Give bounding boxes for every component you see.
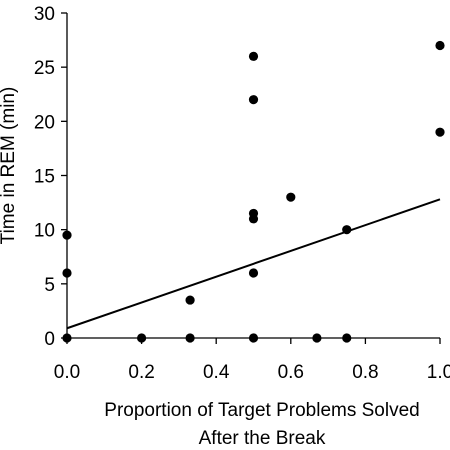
x-tick-label: 1.0	[427, 362, 450, 383]
axes	[66, 13, 440, 339]
data-point	[248, 95, 259, 105]
y-axis-ticks: 0 5 10 15 20 25 30	[34, 4, 67, 350]
data-point	[248, 51, 259, 61]
data-point	[342, 225, 352, 235]
data-point	[62, 268, 72, 278]
data-point	[185, 295, 195, 305]
data-point	[312, 333, 322, 343]
x-axis-title-line: After the Break	[199, 428, 326, 449]
y-tick-label: 20	[34, 112, 55, 133]
data-point	[248, 208, 259, 219]
y-tick-label: 5	[44, 275, 55, 296]
data-point	[137, 333, 147, 343]
x-axis-title-line: Proportion of Target Problems Solved	[104, 400, 419, 421]
x-tick-label: 0.2	[128, 362, 154, 383]
y-tick-label: 0	[44, 329, 55, 350]
data-point	[62, 333, 72, 343]
y-tick-label: 15	[34, 167, 55, 188]
data-point	[62, 230, 72, 240]
x-axis-ticks: 0.0 0.2 0.4 0.6 0.8 1.0	[54, 338, 450, 383]
data-point	[248, 333, 259, 343]
y-tick-label: 25	[34, 58, 55, 79]
trend-line	[66, 198, 441, 330]
data-point	[286, 192, 296, 202]
y-axis-title: Time in REM (min)	[0, 87, 19, 245]
data-point	[185, 333, 195, 343]
data-points	[62, 40, 445, 343]
trend-line-group	[66, 198, 441, 330]
x-tick-label: 0.4	[203, 362, 230, 383]
x-tick-label: 0.0	[54, 362, 80, 383]
x-tick-label: 0.8	[352, 362, 378, 383]
data-point	[435, 127, 445, 137]
data-point	[248, 268, 259, 278]
y-tick-label: 30	[34, 4, 55, 25]
y-tick-label: 10	[34, 221, 55, 242]
x-tick-label: 0.6	[278, 362, 304, 383]
axis-titles: Time in REM (min) Proportion of Target Pr…	[0, 87, 420, 449]
data-point	[342, 333, 352, 343]
data-point	[435, 40, 445, 51]
